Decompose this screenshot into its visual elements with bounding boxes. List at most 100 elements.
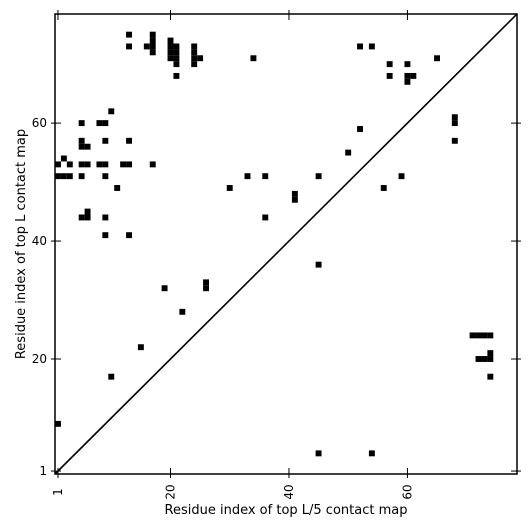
contact-cell-top-l xyxy=(451,137,458,144)
contact-cell-top-l xyxy=(173,43,180,50)
contact-cell-top-l xyxy=(66,161,73,168)
contact-cell-top-l5 xyxy=(475,332,482,339)
contact-cell-top-l xyxy=(126,31,132,38)
contact-cell-top-l xyxy=(102,161,109,168)
contact-cell-top-l xyxy=(78,173,85,180)
contact-cell-top-l xyxy=(262,214,269,221)
contact-cell-top-l xyxy=(78,120,85,127)
contact-cell-top-l5 xyxy=(487,373,494,380)
contact-cell-top-l xyxy=(55,173,61,180)
contact-cell-top-l xyxy=(386,72,393,79)
contact-cell-top-l xyxy=(78,137,85,144)
contact-cell-top-l5 xyxy=(108,373,115,380)
contact-cell-top-l xyxy=(173,72,180,79)
contact-cell-top-l xyxy=(291,196,298,203)
contact-cell-top-l xyxy=(126,161,132,168)
contact-cell-top-l xyxy=(102,173,109,180)
contact-cell-top-l xyxy=(78,161,85,168)
y-axis-label: Residue index of top L contact map xyxy=(14,129,29,359)
contact-cell-top-l xyxy=(404,72,411,79)
contact-cell-top-l xyxy=(404,78,411,85)
x-tick-label: 1 xyxy=(51,488,65,496)
contact-cell-top-l xyxy=(149,37,156,44)
contact-cell-top-l xyxy=(386,61,393,68)
y-tick-label: 1 xyxy=(39,464,47,478)
contact-cell-top-l xyxy=(380,185,387,191)
contact-cell-top-l xyxy=(78,214,85,221)
contact-cell-top-l xyxy=(143,43,150,50)
contact-cell-top-l xyxy=(149,49,156,56)
contact-cell-top-l xyxy=(262,173,269,180)
y-tick-labels: 1 20 40 60 xyxy=(32,116,47,478)
contact-cell-top-l xyxy=(191,43,198,50)
contact-cell-top-l xyxy=(149,31,156,38)
contact-cell-top-l xyxy=(291,190,298,197)
contact-cell-top-l xyxy=(191,49,198,56)
contact-cell-top-l xyxy=(167,55,174,62)
contact-cell-top-l5 xyxy=(481,356,488,362)
contact-cell-top-l xyxy=(55,161,61,168)
y-tick-label: 40 xyxy=(32,234,47,248)
contact-cell-top-l5 xyxy=(487,332,494,339)
contact-cell-top-l xyxy=(126,232,132,239)
contact-cell-top-l xyxy=(191,61,198,68)
contact-cell-top-l xyxy=(108,108,115,115)
contact-cell-top-l5 xyxy=(481,332,488,339)
x-tick-labels: 1 20 40 60 xyxy=(51,484,414,499)
contact-cell-top-l xyxy=(357,126,363,132)
contact-cell-top-l xyxy=(368,43,375,50)
contact-cell-top-l xyxy=(149,161,156,168)
contact-cell-top-l xyxy=(250,55,257,62)
contact-cell-top-l5 xyxy=(487,350,494,357)
contact-cell-top-l xyxy=(60,155,67,162)
contact-cell-top-l xyxy=(102,137,109,144)
contact-cell-top-l5 xyxy=(161,285,168,292)
diagonal-line xyxy=(54,13,518,475)
plot-frame xyxy=(54,13,518,475)
contact-cell-top-l xyxy=(357,43,363,50)
contact-cell-top-l xyxy=(126,137,132,144)
contact-cell-top-l xyxy=(120,161,127,168)
contact-cell-top-l5 xyxy=(469,332,476,339)
contact-cell-top-l xyxy=(173,49,180,56)
contact-cell-top-l xyxy=(84,143,91,150)
contact-cell-top-l5 xyxy=(203,285,209,292)
contact-cell-top-l5 xyxy=(368,450,375,457)
contact-cell-top-l xyxy=(96,120,103,127)
y-tick-label: 60 xyxy=(32,116,47,130)
contact-cell-top-l xyxy=(167,49,174,56)
contact-cell-top-l xyxy=(84,214,91,221)
contact-cell-top-l xyxy=(173,61,180,68)
contact-cell-top-l xyxy=(226,185,233,191)
contact-cell-top-l5 xyxy=(315,450,322,457)
contact-cell-top-l xyxy=(404,61,411,68)
contact-cell-top-l xyxy=(102,120,109,127)
contact-cell-top-l xyxy=(173,55,180,62)
contact-cell-top-l xyxy=(167,37,174,44)
contact-cell-top-l xyxy=(126,43,132,50)
contact-cell-top-l xyxy=(78,143,85,150)
contact-cell-top-l xyxy=(244,173,251,180)
x-tick-label: 60 xyxy=(400,484,414,499)
x-tick-label: 20 xyxy=(164,484,178,499)
contact-cell-top-l xyxy=(410,72,417,79)
x-axis-label: Residue index of top L/5 contact map xyxy=(165,503,408,518)
contact-cell-top-l5 xyxy=(203,279,209,286)
contact-cell-top-l xyxy=(60,173,67,180)
contact-cells xyxy=(55,31,494,457)
contact-cell-top-l xyxy=(102,214,109,221)
contact-cell-top-l5 xyxy=(315,261,322,268)
contact-cell-top-l xyxy=(345,149,352,156)
contact-cell-top-l xyxy=(84,208,91,215)
contact-cell-top-l5 xyxy=(55,420,61,427)
contact-cell-top-l xyxy=(197,55,204,62)
contact-cell-top-l5 xyxy=(179,308,186,315)
contact-cell-top-l xyxy=(191,55,198,62)
contact-cell-top-l xyxy=(114,185,121,191)
contact-cell-top-l xyxy=(434,55,440,62)
contact-cell-top-l5 xyxy=(475,356,482,362)
y-tick-label: 20 xyxy=(32,352,47,366)
contact-cell-top-l xyxy=(66,173,73,180)
contact-cell-top-l xyxy=(167,43,174,50)
